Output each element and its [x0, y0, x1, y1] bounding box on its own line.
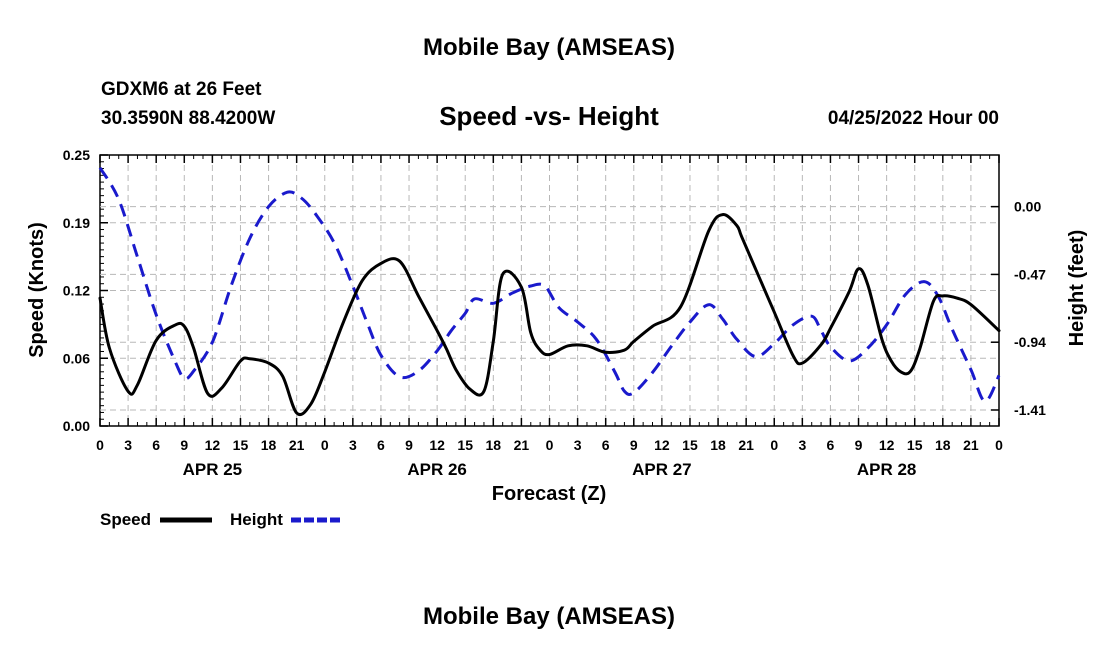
x-tick-label: 0: [96, 437, 104, 453]
x-tick-label: 9: [630, 437, 638, 453]
chart-subtitle: Speed -vs- Height: [439, 101, 659, 131]
y-tick-label: 0.00: [63, 418, 90, 434]
y2-tick-labels: 0.00 -0.47 -0.94 -1.41: [1014, 199, 1046, 418]
x-tick-label: 9: [405, 437, 413, 453]
x-tick-label: 6: [377, 437, 385, 453]
x-tick-label: 15: [233, 437, 249, 453]
x-tick-label: 0: [770, 437, 778, 453]
x-tick-label: 21: [738, 437, 754, 453]
legend-label-height: Height: [230, 510, 283, 529]
series-lines: [98, 166, 1001, 417]
grid: [100, 155, 999, 426]
x-tick-label: 15: [682, 437, 698, 453]
x-tick-label: 3: [798, 437, 806, 453]
day-label: APR 27: [632, 460, 692, 479]
x-tick-label: 0: [321, 437, 329, 453]
location-label: 30.3590N 88.4200W: [101, 108, 275, 129]
station-label: GDXM6 at 26 Feet: [101, 79, 262, 100]
legend-label-speed: Speed: [100, 510, 151, 529]
x-tick-label: 3: [574, 437, 582, 453]
x-tick-label: 6: [152, 437, 160, 453]
y-tick-labels: 0.00 0.06 0.12 0.19 0.25: [63, 147, 90, 434]
x-tick-label: 18: [710, 437, 726, 453]
x-tick-label: 12: [429, 437, 445, 453]
chart-title: Mobile Bay (AMSEAS): [423, 34, 675, 61]
x-tick-label: 0: [995, 437, 1003, 453]
y-tick-label: 0.19: [63, 215, 90, 231]
series-line-height: [98, 166, 1001, 403]
y2-tick-label: 0.00: [1014, 199, 1041, 215]
x-tick-label: 12: [879, 437, 895, 453]
x-tick-label: 15: [907, 437, 923, 453]
x-tick-labels: 0 3 6 9 12 15 18 21 0 3 6 9 12 15 18 21 0 3 6 9 12 15 18 21 0 3 6 9…: [96, 437, 1003, 453]
day-label: APR 26: [407, 460, 467, 479]
day-labels: APR 25 APR 26 APR 27 APR 28: [183, 460, 917, 479]
x-tick-label: 18: [261, 437, 277, 453]
x-tick-label: 6: [602, 437, 610, 453]
footer-title: Mobile Bay (AMSEAS): [423, 603, 675, 630]
x-tick-label: 0: [546, 437, 554, 453]
x-tick-label: 18: [935, 437, 951, 453]
datetime-label: 04/25/2022 Hour 00: [828, 108, 999, 129]
x-tick-label: 21: [289, 437, 305, 453]
x-tick-label: 12: [205, 437, 221, 453]
day-label: APR 28: [857, 460, 917, 479]
x-tick-label: 3: [349, 437, 357, 453]
x-tick-label: 18: [486, 437, 502, 453]
y-tick-label: 0.06: [63, 350, 90, 366]
y2-tick-label: -0.94: [1014, 334, 1046, 350]
y-tick-label: 0.12: [63, 283, 90, 299]
series-line-speed: [98, 213, 1001, 417]
y2-tick-label: -1.41: [1014, 402, 1046, 418]
x-tick-label: 21: [514, 437, 530, 453]
axis-ticks: [99, 154, 1000, 427]
x-tick-label: 3: [124, 437, 132, 453]
y2-tick-label: -0.47: [1014, 266, 1046, 282]
x-tick-label: 15: [457, 437, 473, 453]
x-tick-label: 9: [180, 437, 188, 453]
legend: Speed Height: [100, 510, 343, 529]
y2-axis-label: Height (feet): [1066, 230, 1088, 347]
x-tick-label: 6: [827, 437, 835, 453]
x-tick-label: 21: [963, 437, 979, 453]
day-label: APR 25: [183, 460, 243, 479]
x-axis-label: Forecast (Z): [492, 483, 606, 505]
x-tick-label: 9: [855, 437, 863, 453]
y-axis-label: Speed (Knots): [26, 222, 48, 358]
x-tick-label: 12: [654, 437, 670, 453]
y-tick-label: 0.25: [63, 147, 90, 163]
